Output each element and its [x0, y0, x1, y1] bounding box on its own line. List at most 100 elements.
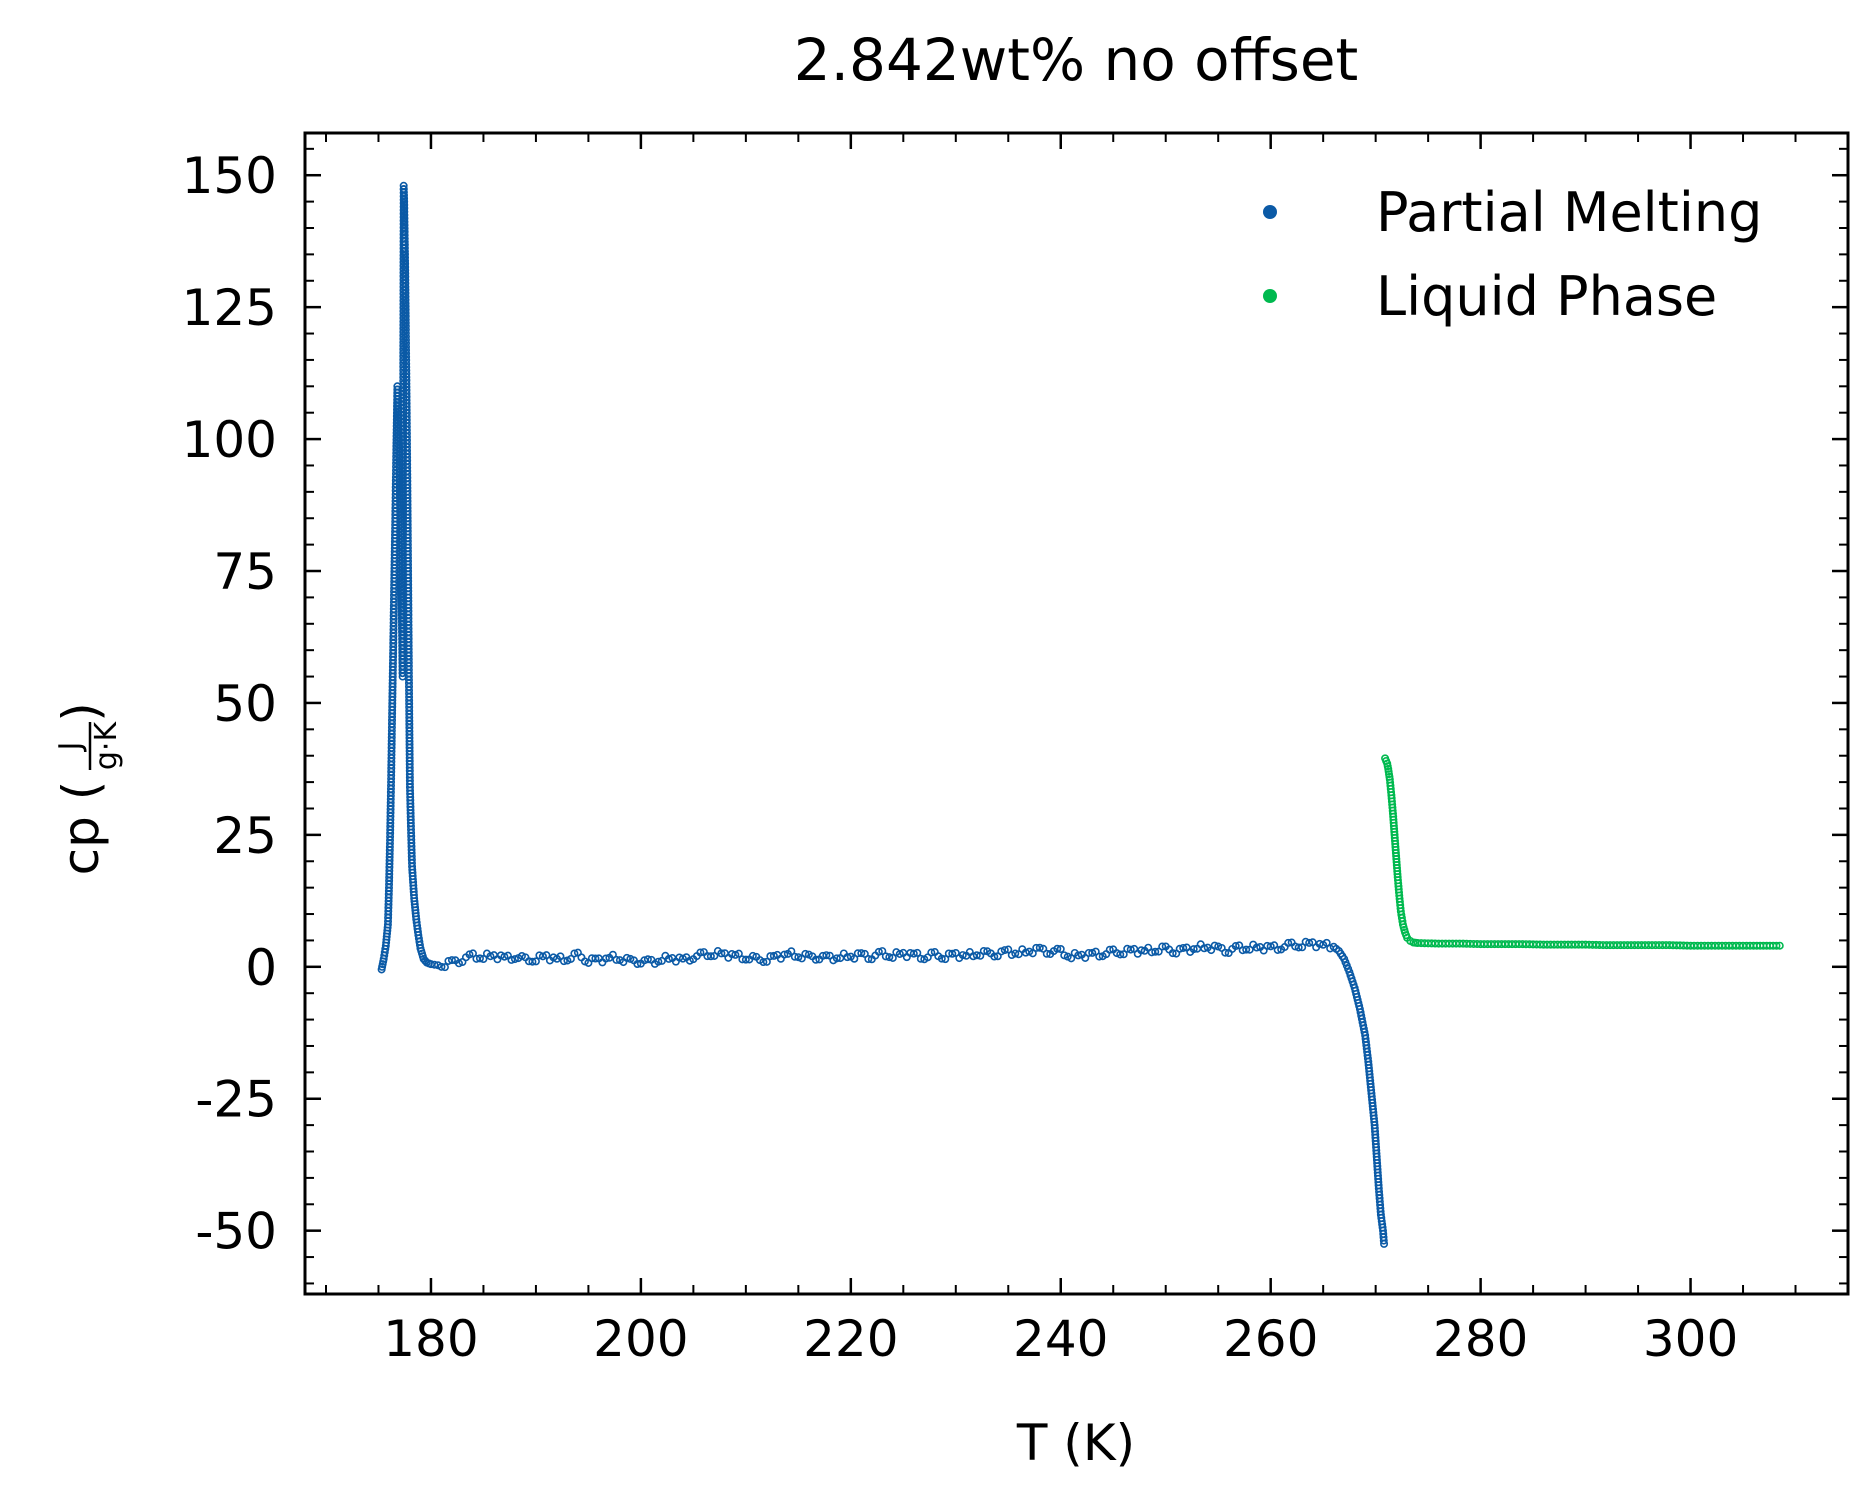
x-tick-label: 200 [593, 1310, 688, 1368]
data-point [591, 954, 600, 963]
y-tick-label: 25 [213, 807, 277, 865]
data-point [913, 948, 922, 957]
data-point [1168, 949, 1177, 958]
data-point [1137, 946, 1146, 955]
data-point [741, 955, 750, 964]
data-point [874, 947, 883, 956]
data-point [881, 952, 890, 961]
y-axis-label-text: cp ( [52, 781, 110, 876]
x-tick-label: 240 [1013, 1310, 1108, 1368]
legend-item: Partial Melting [1263, 181, 1762, 244]
data-point [1011, 949, 1020, 958]
data-point [657, 956, 666, 965]
data-point [706, 952, 715, 961]
data-point [1266, 942, 1275, 951]
data-point [1105, 945, 1114, 954]
series-partial-melting [377, 181, 1389, 1248]
data-point [1053, 944, 1062, 953]
y-tick-label: 0 [245, 939, 277, 997]
data-point [1126, 945, 1135, 954]
data-point [857, 949, 866, 958]
y-tick-label: 75 [213, 543, 277, 601]
y-axis-label-frac-num: J [53, 742, 88, 753]
series-liquid-phase [1381, 754, 1784, 950]
data-point [542, 951, 551, 960]
data-point [794, 953, 803, 962]
axis-ticks: 180 200 220 240 260 280 300 150 125 100 75 50 25 0 -25… [182, 133, 1848, 1368]
data-point [1084, 948, 1093, 957]
data-point [608, 950, 617, 959]
data-point [958, 951, 967, 960]
data-point [633, 959, 642, 968]
data-point [664, 954, 673, 963]
data-point [447, 956, 456, 965]
data-point [500, 952, 509, 961]
data-point [948, 949, 957, 958]
data-point [1775, 941, 1784, 950]
data-point [731, 950, 740, 959]
data-point [566, 954, 575, 963]
data-point [909, 949, 918, 958]
data-point [787, 947, 796, 956]
data-point [1000, 946, 1009, 955]
data-point [1294, 943, 1303, 952]
y-tick-label: 125 [182, 279, 277, 337]
data-point [1210, 941, 1219, 950]
data-point [990, 952, 999, 961]
data-point [1322, 938, 1331, 947]
y-tick-label: 100 [182, 411, 277, 469]
data-point [1095, 952, 1104, 961]
data-point [1772, 941, 1781, 950]
data-point [465, 950, 474, 959]
data-point [1056, 945, 1065, 954]
data-point [1067, 954, 1076, 963]
data-point [822, 951, 831, 960]
y-tick-label: -25 [195, 1071, 277, 1129]
legend-item: Liquid Phase [1263, 265, 1717, 328]
data-point [440, 963, 449, 972]
data-point [538, 952, 547, 961]
data-point [1273, 945, 1282, 954]
data-point [654, 957, 663, 966]
y-axis-label-close: ) [52, 702, 110, 722]
y-tick-label: 150 [182, 147, 277, 205]
data-point [878, 947, 887, 956]
x-axis-label: T (K) [1016, 1414, 1135, 1472]
data-point [759, 958, 768, 967]
legend-label: Partial Melting [1376, 181, 1762, 244]
data-point [895, 949, 904, 958]
data-point [762, 957, 771, 966]
data-point [1221, 948, 1230, 957]
data-point [1284, 938, 1293, 947]
data-point [486, 952, 495, 961]
data-point [885, 953, 894, 962]
data-point [769, 951, 778, 960]
y-tick-label: -50 [195, 1203, 277, 1261]
data-point [1305, 938, 1314, 947]
data-point [1035, 943, 1044, 952]
data-point [790, 952, 799, 961]
data-point [843, 953, 852, 962]
data-point [570, 949, 579, 958]
data-point [559, 957, 568, 966]
data-point [1298, 943, 1307, 952]
data-point [622, 953, 631, 962]
data-point [475, 954, 484, 963]
data-point [748, 951, 757, 960]
data-point [1119, 950, 1128, 959]
data-point [811, 955, 820, 964]
data-point [801, 949, 810, 958]
x-tick-label: 280 [1433, 1310, 1528, 1368]
data-point [780, 950, 789, 959]
data-point [468, 949, 477, 958]
y-axis-label-frac-den: g·K [89, 721, 124, 771]
data-point [734, 949, 743, 958]
legend-marker [1263, 205, 1277, 219]
data-point [717, 949, 726, 958]
data-point [510, 955, 519, 964]
data-point [927, 948, 936, 957]
data-point [437, 962, 446, 971]
data-points [377, 181, 1784, 1248]
x-tick-label: 220 [803, 1310, 898, 1368]
